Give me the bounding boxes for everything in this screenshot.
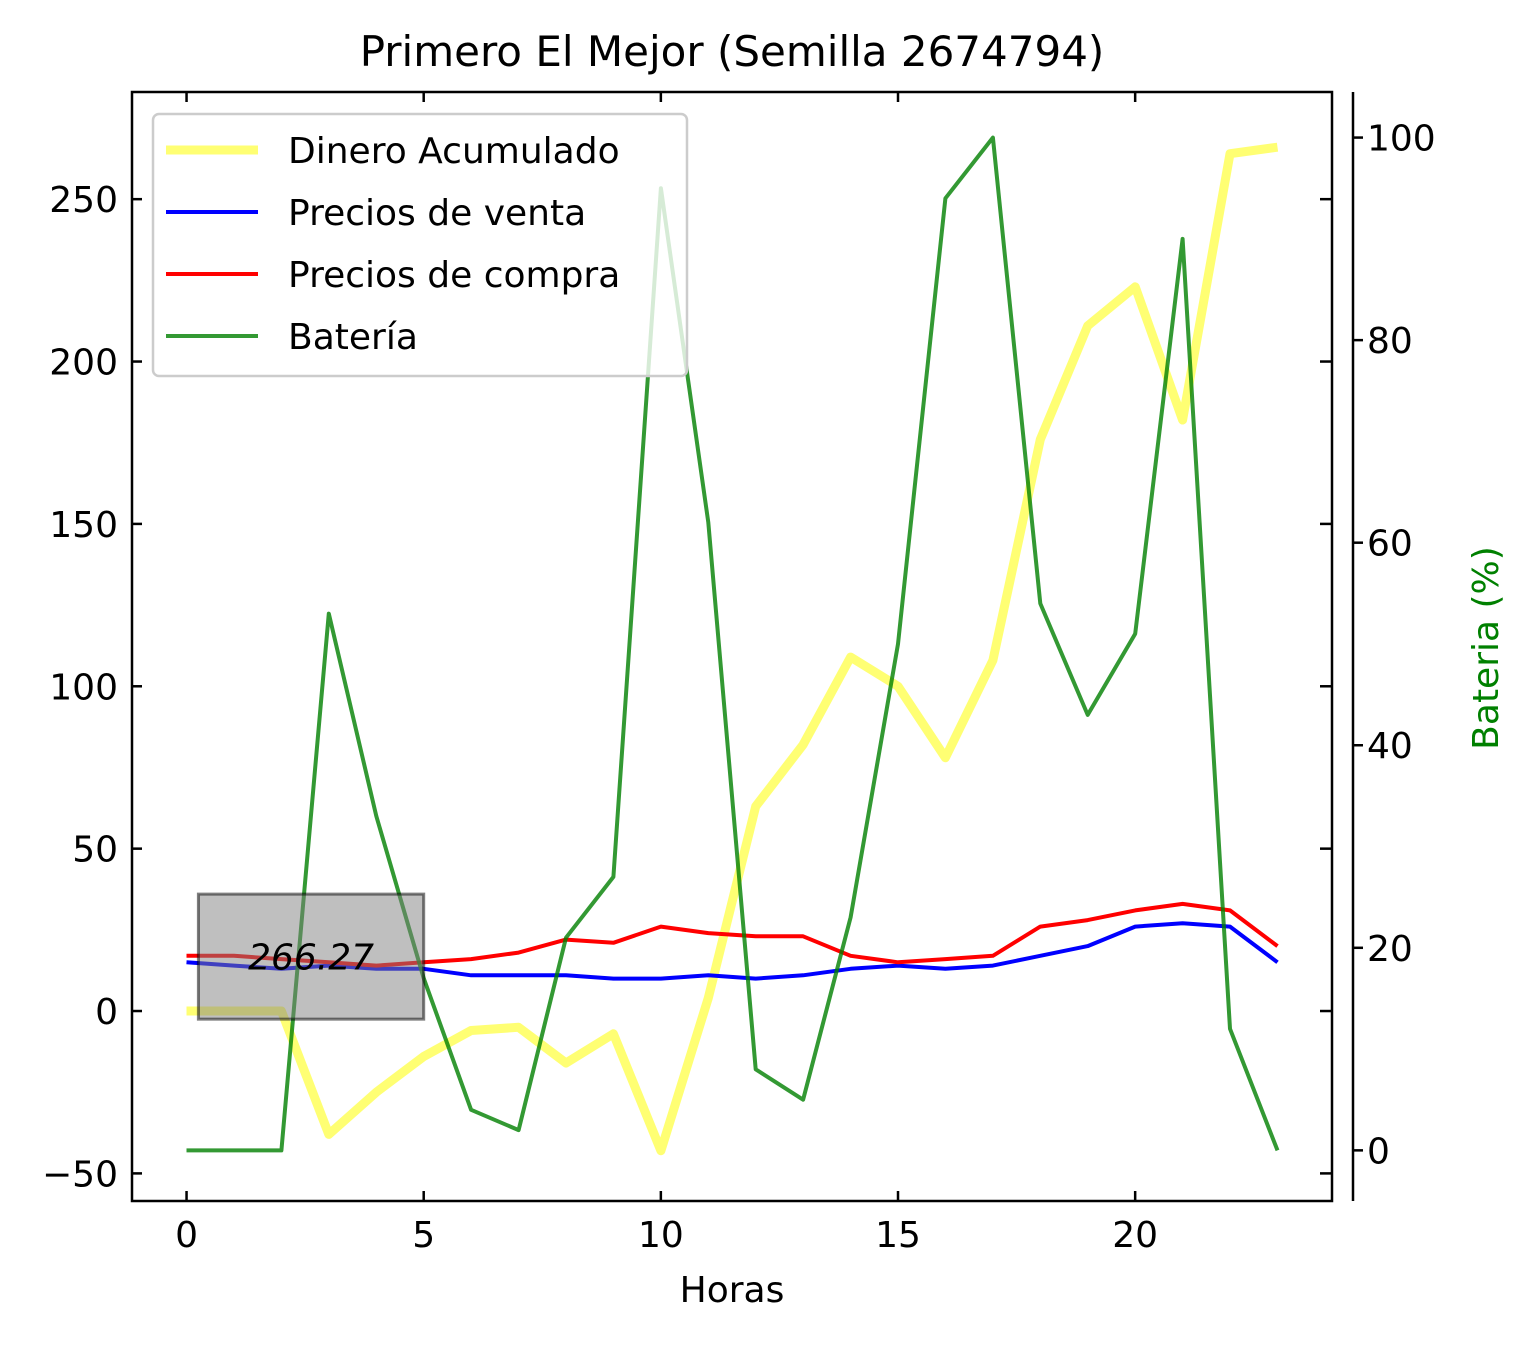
x-axis-label: Horas xyxy=(680,1270,785,1311)
y-right-tick-label-5: 100 xyxy=(1367,119,1436,160)
plot-area: 266.27 0 5 10 15 20 −50 0 50 100 150 200 250 0 20 40 60 8… xyxy=(42,90,1436,1256)
y-right-tick-label-4: 80 xyxy=(1367,321,1413,362)
annotation-text: 266.27 xyxy=(248,938,374,979)
right-axis-label: Bateria (%) xyxy=(1466,546,1507,750)
y-right-tick-label-1: 20 xyxy=(1367,929,1413,970)
x-tick-label-1: 5 xyxy=(412,1215,435,1256)
legend-frame xyxy=(151,112,689,378)
legend-label-3: Batería xyxy=(288,317,418,358)
y-left-tick-label-2: 50 xyxy=(72,830,118,871)
legend: Dinero Acumulado Precios de venta Precios … xyxy=(151,112,689,378)
chart-title: Primero El Mejor (Semilla 2674794) xyxy=(360,27,1105,76)
x-tick-label-3: 15 xyxy=(875,1215,921,1256)
y-right-tick-label-0: 0 xyxy=(1367,1131,1390,1172)
y-left-tick-label-1: 0 xyxy=(95,992,118,1033)
y-left-tick-label-5: 200 xyxy=(49,343,118,384)
legend-label-1: Precios de venta xyxy=(288,193,586,234)
x-tick-label-0: 0 xyxy=(175,1215,198,1256)
plot-frame xyxy=(130,90,1334,1203)
y-left-tick-label-6: 250 xyxy=(49,180,118,221)
legend-label-2: Precios de compra xyxy=(288,255,620,296)
annotation-box xyxy=(196,892,426,1021)
y-left-tick-label-3: 100 xyxy=(49,667,118,708)
series-line-3 xyxy=(186,135,1280,1153)
x-tick-label-4: 20 xyxy=(1112,1215,1158,1256)
series-line-0 xyxy=(186,142,1279,1156)
legend-label-0: Dinero Acumulado xyxy=(288,131,620,172)
y-left-tick-label-0: −50 xyxy=(42,1154,118,1195)
y-left-tick-label-4: 150 xyxy=(49,505,118,546)
y-right-tick-label-2: 40 xyxy=(1367,726,1413,767)
x-tick-label-2: 10 xyxy=(638,1215,684,1256)
y-right-tick-label-3: 60 xyxy=(1367,524,1413,565)
